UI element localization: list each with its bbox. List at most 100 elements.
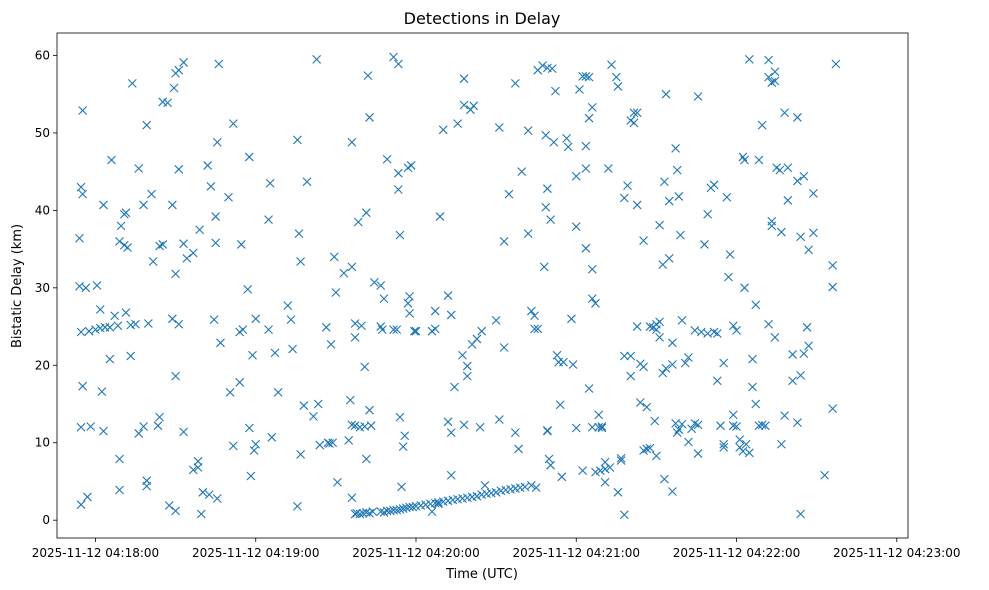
- data-point: [828, 404, 838, 414]
- data-point: [400, 431, 410, 441]
- data-point: [75, 233, 84, 243]
- data-point: [526, 480, 536, 490]
- data-point: [748, 382, 757, 392]
- data-point: [368, 507, 378, 517]
- data-point: [115, 485, 124, 495]
- data-point: [326, 339, 336, 349]
- data-point: [642, 444, 652, 454]
- data-point: [660, 177, 669, 187]
- data-point: [597, 423, 607, 433]
- data-point: [95, 305, 105, 314]
- data-point: [693, 420, 703, 430]
- data-point: [193, 456, 203, 466]
- data-point: [684, 353, 693, 362]
- data-point: [78, 106, 88, 115]
- data-point: [575, 85, 584, 94]
- data-point: [296, 257, 305, 266]
- data-point: [543, 184, 552, 194]
- data-point: [171, 506, 180, 516]
- x-tick-label: 2025-11-12 04:21:00: [513, 546, 640, 560]
- data-point: [764, 72, 773, 82]
- data-point: [453, 119, 463, 129]
- data-point: [76, 500, 86, 510]
- data-point: [802, 322, 812, 332]
- data-point: [121, 308, 131, 317]
- x-tick-label: 2025-11-12 04:22:00: [673, 546, 800, 560]
- data-point: [732, 422, 741, 431]
- data-point: [209, 315, 219, 324]
- data-point: [538, 61, 547, 70]
- data-point: [831, 59, 841, 69]
- data-point: [179, 58, 188, 67]
- data-point: [732, 326, 741, 335]
- data-point: [134, 429, 144, 438]
- data-point: [632, 322, 642, 331]
- data-point: [123, 243, 132, 252]
- data-point: [430, 306, 440, 316]
- data-point: [361, 208, 371, 218]
- x-axis-label: Time (UTC): [445, 567, 518, 582]
- data-point: [533, 324, 543, 334]
- data-point: [214, 59, 224, 69]
- data-point: [549, 137, 559, 147]
- data-point: [171, 269, 180, 279]
- data-point: [494, 415, 504, 424]
- data-point: [719, 358, 729, 368]
- data-point: [767, 78, 777, 87]
- data-point: [360, 362, 370, 372]
- data-point: [313, 399, 323, 409]
- data-point: [393, 185, 403, 194]
- data-point: [236, 240, 246, 249]
- data-point: [153, 421, 163, 431]
- data-point: [677, 419, 687, 429]
- data-point: [751, 399, 761, 409]
- data-point: [251, 439, 261, 449]
- data-point: [113, 321, 123, 331]
- data-point: [531, 483, 541, 493]
- data-point: [687, 424, 697, 434]
- plot-frame: [56, 32, 909, 539]
- data-point: [446, 470, 456, 480]
- data-point: [719, 442, 729, 452]
- data-point: [395, 412, 405, 422]
- data-point: [393, 168, 403, 178]
- data-point: [757, 420, 767, 430]
- data-point: [91, 325, 100, 335]
- data-point: [780, 411, 789, 421]
- data-point: [623, 181, 632, 190]
- data-point: [595, 466, 605, 476]
- data-point: [668, 487, 677, 496]
- data-point: [353, 217, 363, 227]
- data-point: [376, 281, 386, 290]
- data-point: [235, 377, 245, 387]
- data-point: [587, 264, 597, 274]
- data-point: [658, 368, 668, 378]
- data-point: [684, 437, 693, 447]
- data-point: [216, 338, 225, 348]
- data-point: [86, 422, 96, 431]
- data-point: [504, 189, 514, 199]
- data-point: [603, 164, 613, 173]
- data-point: [168, 314, 177, 324]
- data-point: [639, 236, 648, 245]
- data-point: [171, 371, 180, 381]
- data-point: [126, 351, 136, 361]
- data-point: [347, 493, 357, 503]
- data-point: [206, 181, 216, 191]
- data-point: [458, 350, 467, 360]
- data-point: [546, 460, 556, 470]
- data-point: [661, 363, 671, 373]
- data-point: [115, 236, 124, 246]
- data-point: [462, 371, 472, 381]
- data-point: [725, 250, 735, 259]
- data-point: [613, 487, 623, 497]
- y-axis: 0 10 20 30 40 50 60: [35, 48, 57, 527]
- data-point: [477, 326, 487, 336]
- y-tick-label: 10: [35, 436, 50, 450]
- data-point: [228, 441, 238, 451]
- data-point: [799, 171, 809, 181]
- data-point: [804, 245, 814, 255]
- data-point: [273, 387, 283, 397]
- data-point: [600, 464, 610, 474]
